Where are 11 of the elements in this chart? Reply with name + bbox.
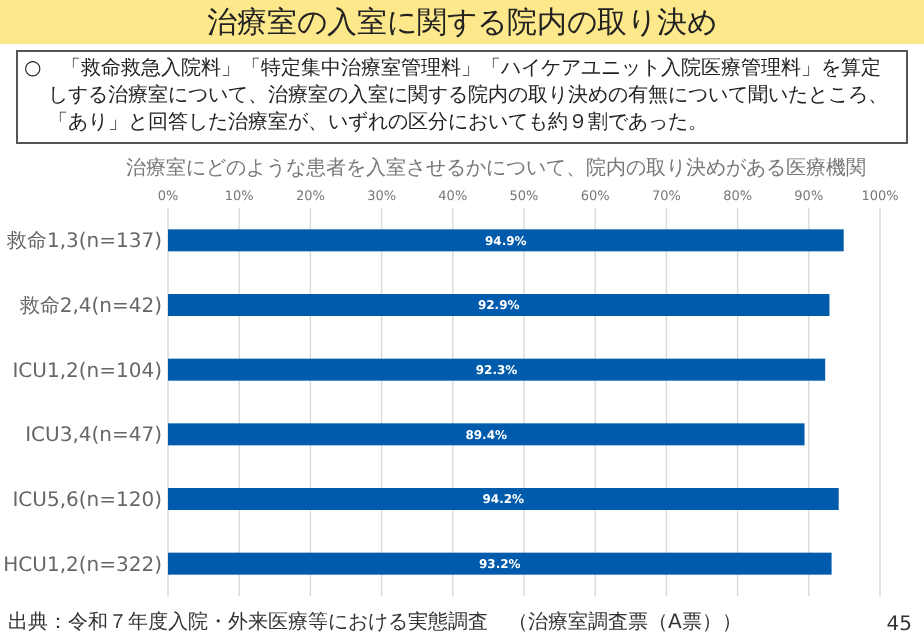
y-tick-label: 救命2,4(n=42) — [17, 294, 163, 318]
source-note: 出典：令和７年度入院・外来医療等における実態調査 （治療室調査票（A票）） — [8, 610, 742, 634]
text: 45 — [886, 614, 912, 636]
y-tick-label: ICU3,4(n=47) — [25, 425, 163, 448]
chart-subtitle: 治療室にどのような患者を入室させるかについて、院内の取り決めがある医療機関 — [126, 156, 866, 180]
y-tick-label: HCU1,2(n=322) — [3, 554, 163, 577]
y-tick-label: ICU1,2(n=104) — [12, 360, 163, 383]
y-tick-label: 救命1,3(n=137) — [4, 229, 163, 254]
chart-title: 治療室の入室に関する院内の取り決め — [207, 4, 717, 40]
y-tick-label: ICU5,6(n=120) — [12, 490, 163, 512]
text: ○ 「救命救急入院料」「特定集中治療室管理料」「ハイケアユニット入院医療管理料」を算定しする治療室について、治療室の入室に関する院内の取り決めの有無について聞いたところ、「あり」と回答した治療室が、いずれの区分においても約９割であった。 — [24, 56, 888, 134]
